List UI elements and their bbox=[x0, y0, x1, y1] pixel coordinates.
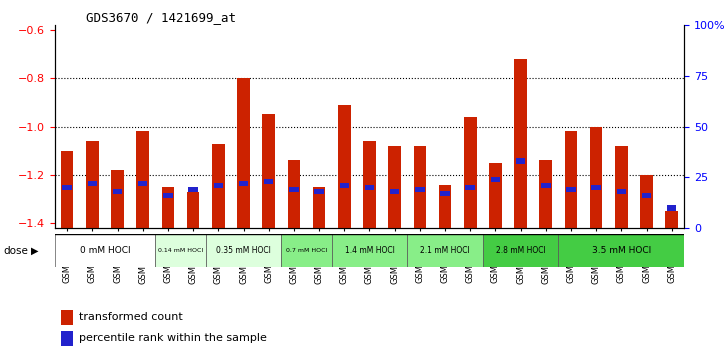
Bar bbox=[539, 160, 552, 228]
Text: transformed count: transformed count bbox=[79, 312, 183, 322]
Bar bbox=[162, 187, 174, 228]
Bar bbox=[541, 183, 550, 188]
Bar bbox=[390, 189, 400, 194]
Bar bbox=[491, 177, 500, 182]
Text: 3.5 mM HOCl: 3.5 mM HOCl bbox=[592, 246, 651, 255]
Bar bbox=[642, 193, 652, 199]
Bar bbox=[464, 117, 477, 228]
Bar bbox=[264, 179, 274, 184]
Bar bbox=[566, 187, 576, 192]
Bar bbox=[187, 192, 199, 228]
Bar bbox=[163, 193, 173, 199]
Text: dose: dose bbox=[4, 246, 28, 256]
Text: percentile rank within the sample: percentile rank within the sample bbox=[79, 333, 267, 343]
Bar bbox=[565, 131, 577, 228]
Bar bbox=[55, 234, 155, 267]
Bar bbox=[281, 234, 332, 267]
Text: 0.35 mM HOCl: 0.35 mM HOCl bbox=[216, 246, 271, 255]
Bar bbox=[363, 141, 376, 228]
Bar bbox=[665, 211, 678, 228]
Bar bbox=[262, 114, 275, 228]
Text: 0 mM HOCl: 0 mM HOCl bbox=[79, 246, 130, 255]
Bar bbox=[489, 163, 502, 228]
Bar bbox=[61, 331, 73, 346]
Bar bbox=[288, 160, 300, 228]
Bar bbox=[407, 234, 483, 267]
Bar bbox=[113, 189, 122, 194]
Text: 0.7 mM HOCl: 0.7 mM HOCl bbox=[286, 248, 327, 253]
Bar bbox=[289, 187, 298, 192]
Bar bbox=[640, 175, 653, 228]
Bar bbox=[111, 170, 124, 228]
Bar bbox=[332, 234, 407, 267]
Bar bbox=[667, 205, 676, 211]
Text: 0.14 mM HOCl: 0.14 mM HOCl bbox=[158, 248, 203, 253]
Bar bbox=[61, 310, 73, 325]
Bar bbox=[239, 181, 248, 186]
Bar bbox=[206, 234, 281, 267]
Bar bbox=[155, 234, 206, 267]
Bar bbox=[138, 181, 148, 186]
Bar bbox=[189, 187, 198, 192]
Bar bbox=[338, 105, 351, 228]
Bar bbox=[615, 146, 628, 228]
Bar bbox=[313, 187, 325, 228]
Bar bbox=[439, 185, 451, 228]
Bar bbox=[365, 185, 374, 190]
Bar bbox=[213, 183, 223, 188]
Bar bbox=[558, 234, 684, 267]
Bar bbox=[388, 146, 401, 228]
Bar bbox=[63, 185, 72, 190]
Bar bbox=[212, 143, 225, 228]
Bar bbox=[483, 234, 558, 267]
Bar bbox=[465, 185, 475, 190]
Bar bbox=[415, 187, 424, 192]
Text: 1.4 mM HOCl: 1.4 mM HOCl bbox=[344, 246, 395, 255]
Bar bbox=[136, 131, 149, 228]
Bar bbox=[61, 151, 74, 228]
Text: 2.1 mM HOCl: 2.1 mM HOCl bbox=[420, 246, 470, 255]
Bar bbox=[414, 146, 426, 228]
Bar bbox=[237, 78, 250, 228]
Text: ▶: ▶ bbox=[31, 246, 38, 256]
Bar bbox=[86, 141, 99, 228]
Bar bbox=[590, 127, 603, 228]
Bar bbox=[516, 159, 526, 164]
Bar bbox=[87, 181, 97, 186]
Bar bbox=[440, 191, 450, 196]
Bar bbox=[314, 189, 324, 194]
Text: 2.8 mM HOCl: 2.8 mM HOCl bbox=[496, 246, 545, 255]
Bar bbox=[514, 59, 527, 228]
Text: GDS3670 / 1421699_at: GDS3670 / 1421699_at bbox=[86, 11, 236, 24]
Bar bbox=[339, 183, 349, 188]
Bar bbox=[591, 185, 601, 190]
Bar bbox=[617, 189, 626, 194]
